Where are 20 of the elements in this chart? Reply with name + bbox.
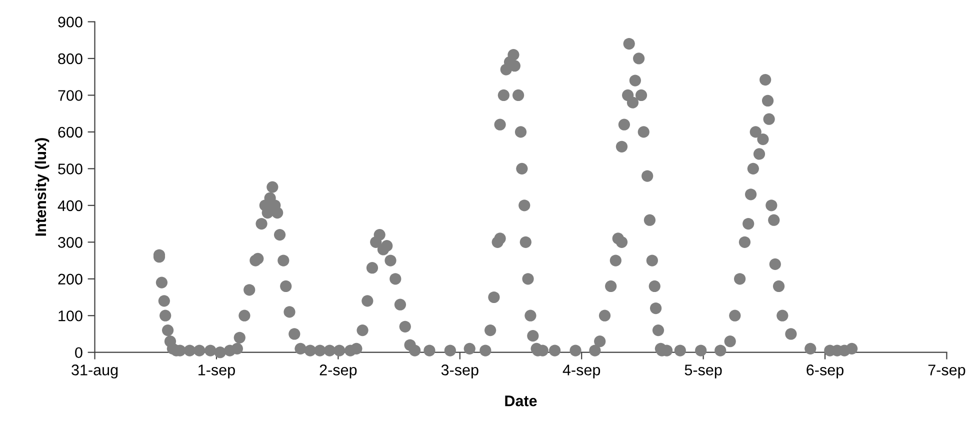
y-tick-label: 200 [58, 274, 82, 285]
y-tick-label: 900 [58, 16, 82, 28]
x-tick-label: 6-sep [806, 364, 844, 378]
y-tick-label: 500 [58, 164, 82, 174]
y-tick-label: 700 [58, 90, 82, 101]
y-axis-title: Intensity (lux) [34, 138, 50, 236]
x-tick-label: 5-sep [684, 364, 722, 378]
y-tick-label: 300 [58, 237, 82, 248]
y-tick-label: 400 [58, 200, 82, 212]
x-tick-label: 3-sep [441, 364, 478, 378]
y-tick-label: 0 [75, 347, 82, 358]
x-tick-label: 4-sep [562, 364, 600, 378]
x-tick-label: 1-sep [198, 364, 235, 378]
y-tick-label: 800 [58, 53, 82, 64]
x-tick-label: 7-sep [928, 364, 966, 378]
y-tick-label: 600 [58, 126, 82, 138]
x-axis-title: Date [505, 396, 537, 406]
y-tick-label: 100 [58, 310, 82, 322]
x-tick-label: 2-sep [320, 364, 357, 378]
x-tick-label: 31-aug [72, 364, 118, 378]
